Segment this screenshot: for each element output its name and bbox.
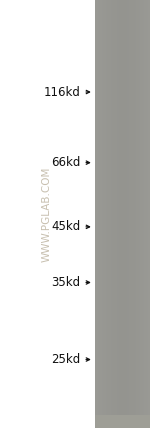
Text: 66kd: 66kd [51, 156, 80, 169]
Bar [95, 13, 150, 428]
Text: WWW.PGLAB.COM: WWW.PGLAB.COM [42, 166, 51, 262]
Text: 45kd: 45kd [51, 220, 80, 233]
Text: 35kd: 35kd [51, 276, 80, 289]
Text: 116kd: 116kd [43, 86, 80, 98]
Text: 25kd: 25kd [51, 353, 80, 366]
